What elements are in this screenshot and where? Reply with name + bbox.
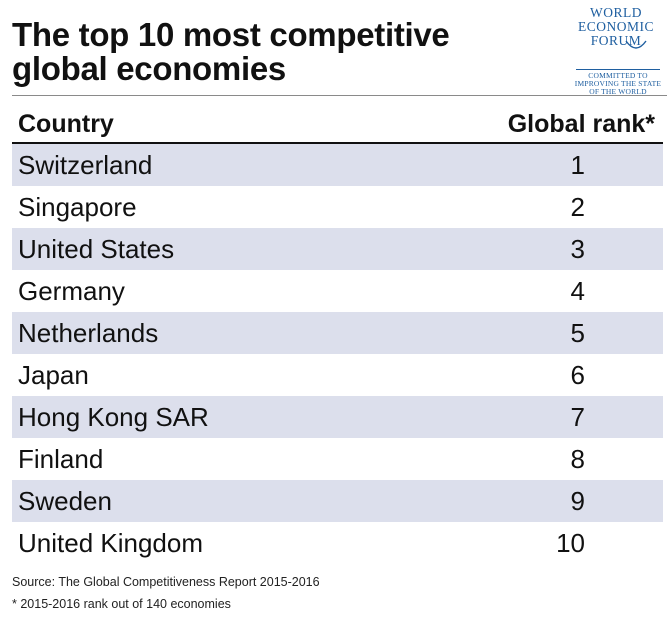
logo-tagline-line-3: OF THE WORLD bbox=[589, 87, 647, 96]
column-header-rank: Global rank* bbox=[507, 110, 655, 138]
logo-word-forum: FORUM bbox=[590, 33, 642, 48]
title-line-2: global economies bbox=[12, 50, 286, 87]
logo-divider bbox=[576, 69, 660, 70]
table-row: Hong Kong SAR 7 bbox=[12, 396, 663, 438]
table-row: Sweden 9 bbox=[12, 480, 663, 522]
rank-cell: 3 bbox=[570, 234, 585, 264]
table-row: United Kingdom 10 bbox=[12, 522, 663, 564]
country-cell: Netherlands bbox=[18, 318, 159, 348]
country-cell: United Kingdom bbox=[18, 528, 203, 558]
logo-arc-icon bbox=[625, 40, 647, 49]
logo-word-world: WORLD bbox=[590, 5, 642, 20]
title-divider bbox=[12, 95, 667, 96]
ranking-table: Country Global rank* Switzerland 1 Singapo… bbox=[12, 104, 663, 564]
country-cell: Finland bbox=[18, 444, 104, 474]
rank-cell: 4 bbox=[570, 276, 585, 306]
country-cell: Switzerland bbox=[18, 150, 153, 180]
logo-tagline: COMMITTED TO IMPROVING THE STATE OF THE … bbox=[570, 72, 666, 96]
wef-logo: WORLD ECONOMIC FORUM COMMITTED TO IMPROV… bbox=[566, 6, 666, 96]
source-note: Source: The Global Competitiveness Repor… bbox=[12, 575, 320, 589]
logo-tagline-line-2: IMPROVING THE STATE bbox=[574, 79, 662, 88]
table-row: Germany 4 bbox=[12, 270, 663, 312]
rank-cell: 6 bbox=[570, 360, 585, 390]
rank-cell: 8 bbox=[570, 444, 585, 474]
country-cell: Hong Kong SAR bbox=[18, 402, 209, 432]
table-row: Finland 8 bbox=[12, 438, 663, 480]
chart-title: The top 10 most competitive global econo… bbox=[12, 18, 552, 86]
rank-cell: 10 bbox=[556, 528, 585, 558]
logo-word-economic: ECONOMIC bbox=[577, 19, 654, 34]
logo-wordmark: WORLD ECONOMIC FORUM bbox=[566, 6, 666, 48]
rank-cell: 1 bbox=[570, 150, 585, 180]
rank-cell: 7 bbox=[570, 402, 585, 432]
table-row: United States 3 bbox=[12, 228, 663, 270]
table-row: Switzerland 1 bbox=[12, 144, 663, 186]
footnote: * 2015-2016 rank out of 140 economies bbox=[12, 597, 231, 611]
rank-cell: 9 bbox=[570, 486, 585, 516]
country-cell: Singapore bbox=[18, 192, 137, 222]
country-cell: Germany bbox=[18, 276, 125, 306]
table-header: Country Global rank* bbox=[12, 104, 663, 144]
logo-tagline-line-1: COMMITTED TO bbox=[588, 71, 648, 80]
column-header-country: Country bbox=[18, 110, 114, 138]
country-cell: Japan bbox=[18, 360, 89, 390]
table-row: Japan 6 bbox=[12, 354, 663, 396]
country-cell: Sweden bbox=[18, 486, 112, 516]
table-body: Switzerland 1 Singapore 2 United States 3 Germ… bbox=[12, 144, 663, 564]
table-row: Netherlands 5 bbox=[12, 312, 663, 354]
country-cell: United States bbox=[18, 234, 175, 264]
title-line-1: The top 10 most competitive bbox=[12, 16, 450, 53]
rank-cell: 5 bbox=[570, 318, 585, 348]
table-row: Singapore 2 bbox=[12, 186, 663, 228]
rank-cell: 2 bbox=[570, 192, 585, 222]
